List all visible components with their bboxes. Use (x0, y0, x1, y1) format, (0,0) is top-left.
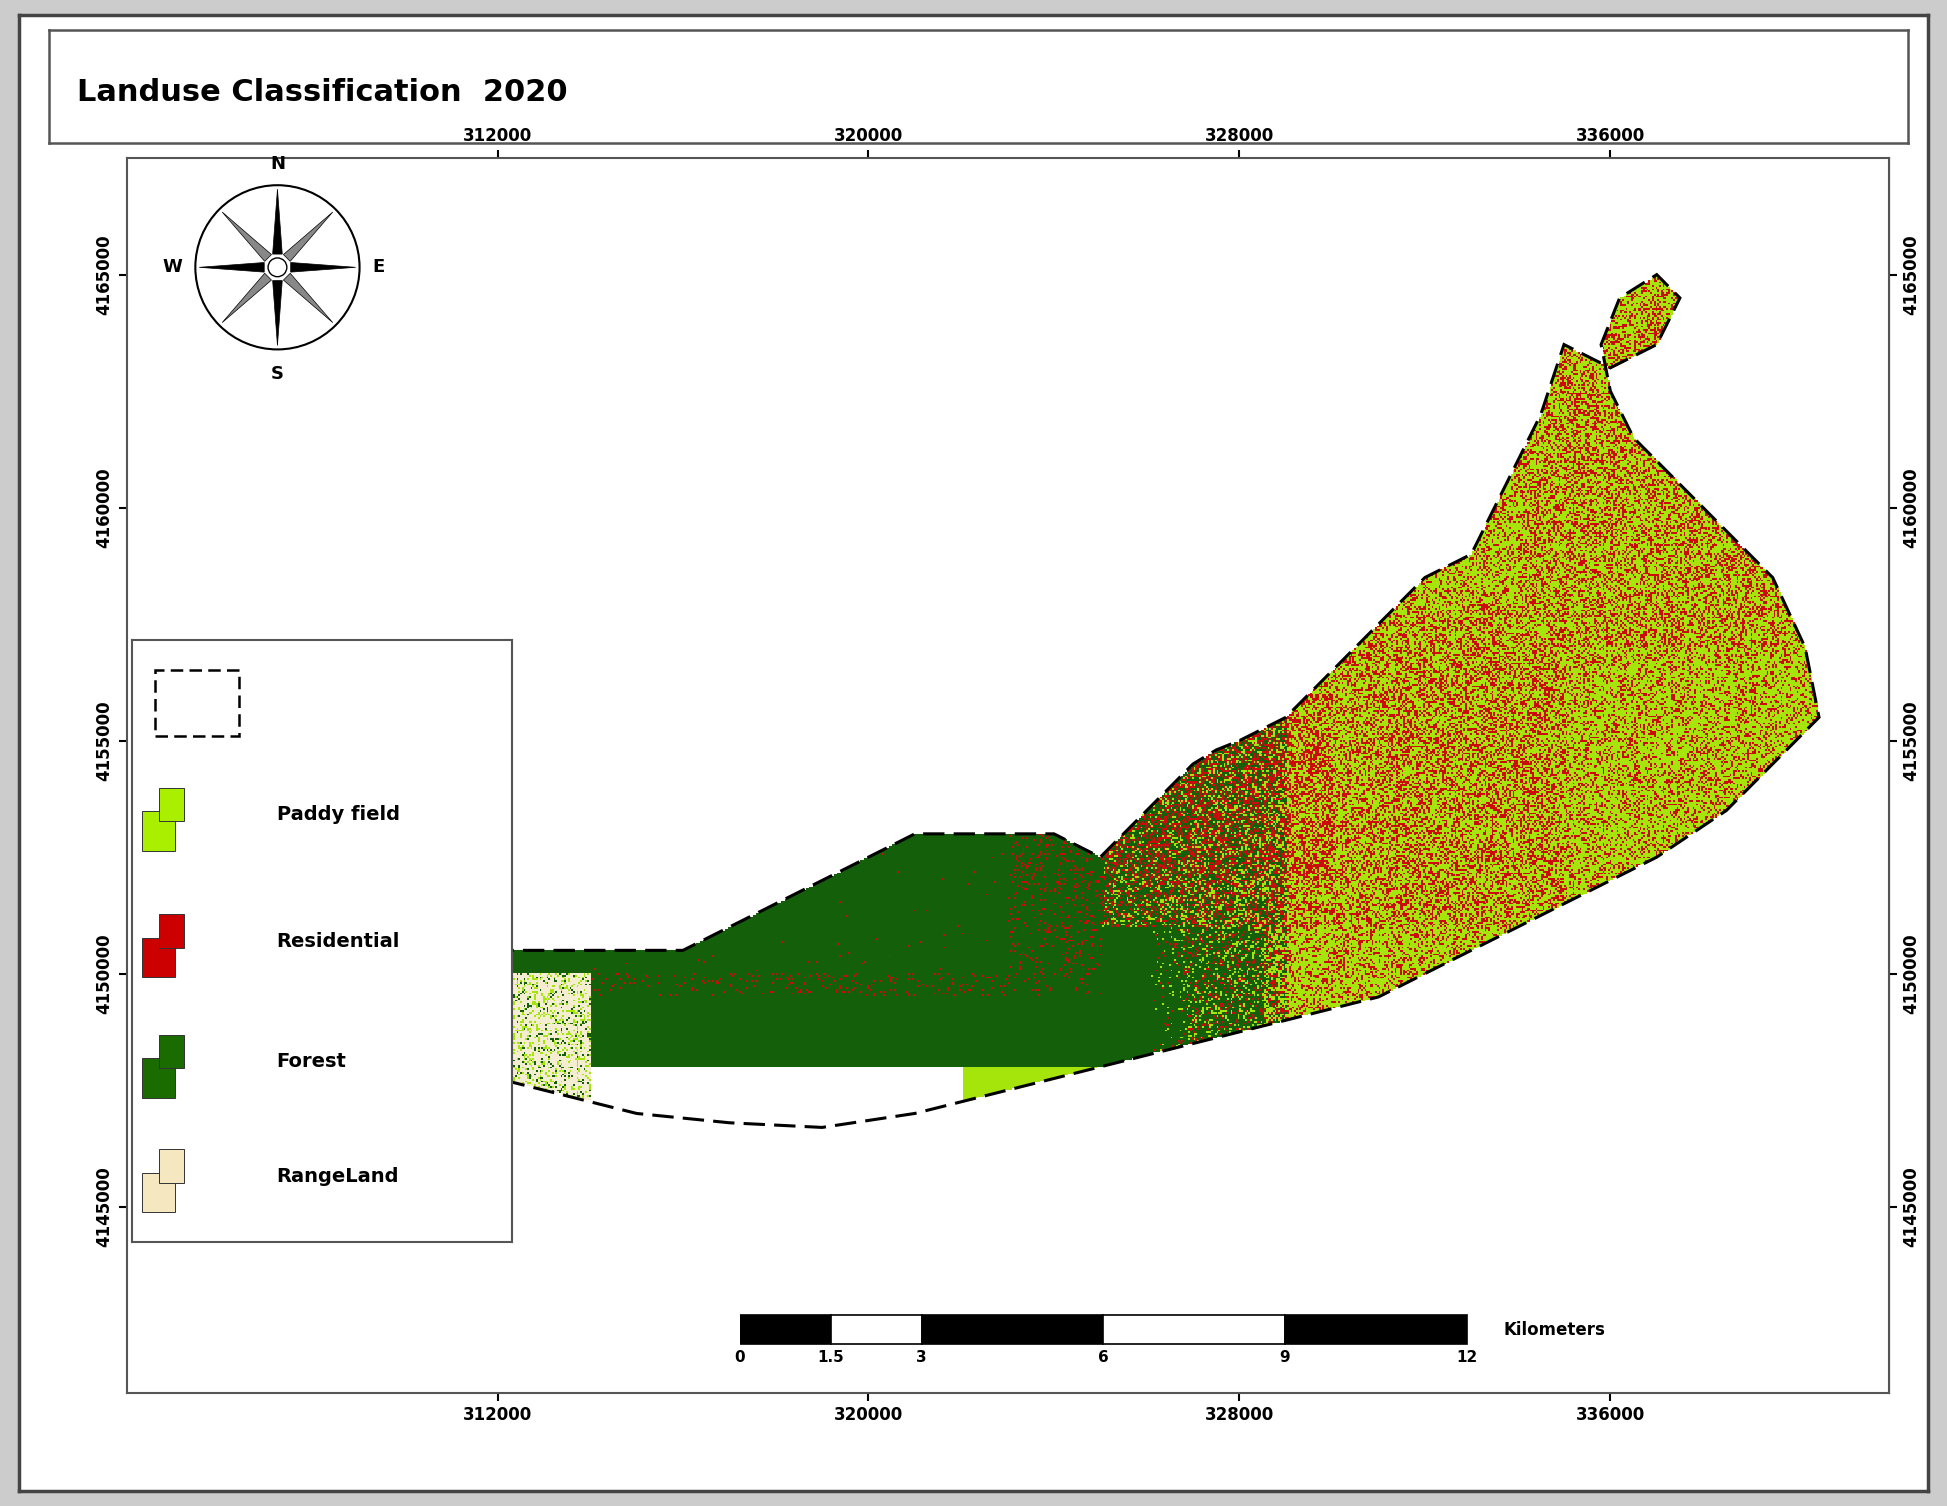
Bar (1104, 1316, 1285, 1343)
Bar (142, 938, 175, 977)
Bar (158, 914, 183, 947)
Text: Kilometers: Kilometers (1503, 1321, 1604, 1339)
Polygon shape (290, 262, 356, 273)
Text: 9: 9 (1279, 1349, 1291, 1364)
Text: E: E (372, 259, 386, 276)
Bar (158, 788, 183, 821)
Polygon shape (273, 280, 282, 345)
Polygon shape (222, 273, 271, 322)
Polygon shape (284, 273, 333, 322)
Circle shape (269, 258, 286, 277)
Bar (831, 1316, 921, 1343)
Text: Paddy field: Paddy field (276, 806, 399, 824)
Bar (921, 1316, 1104, 1343)
Text: Forest: Forest (276, 1053, 347, 1071)
Bar (142, 812, 175, 851)
Bar (158, 1149, 183, 1182)
Polygon shape (273, 190, 282, 255)
Bar (142, 1173, 175, 1212)
Text: 12: 12 (1456, 1349, 1478, 1364)
Text: S: S (271, 364, 284, 383)
Polygon shape (199, 262, 265, 273)
Text: N: N (271, 155, 284, 173)
Bar (1285, 1316, 1466, 1343)
Text: 1.5: 1.5 (818, 1349, 845, 1364)
Text: 0: 0 (734, 1349, 746, 1364)
Bar (142, 1059, 175, 1098)
Polygon shape (222, 212, 271, 262)
Text: W: W (162, 259, 183, 276)
Bar (740, 1316, 831, 1343)
Text: RangeLand: RangeLand (276, 1167, 399, 1185)
Text: Landuse Classification  2020: Landuse Classification 2020 (76, 78, 567, 107)
Text: Residential: Residential (276, 932, 399, 950)
Text: 3: 3 (917, 1349, 927, 1364)
Polygon shape (284, 212, 333, 262)
Text: 6: 6 (1098, 1349, 1108, 1364)
Bar (158, 1035, 183, 1068)
